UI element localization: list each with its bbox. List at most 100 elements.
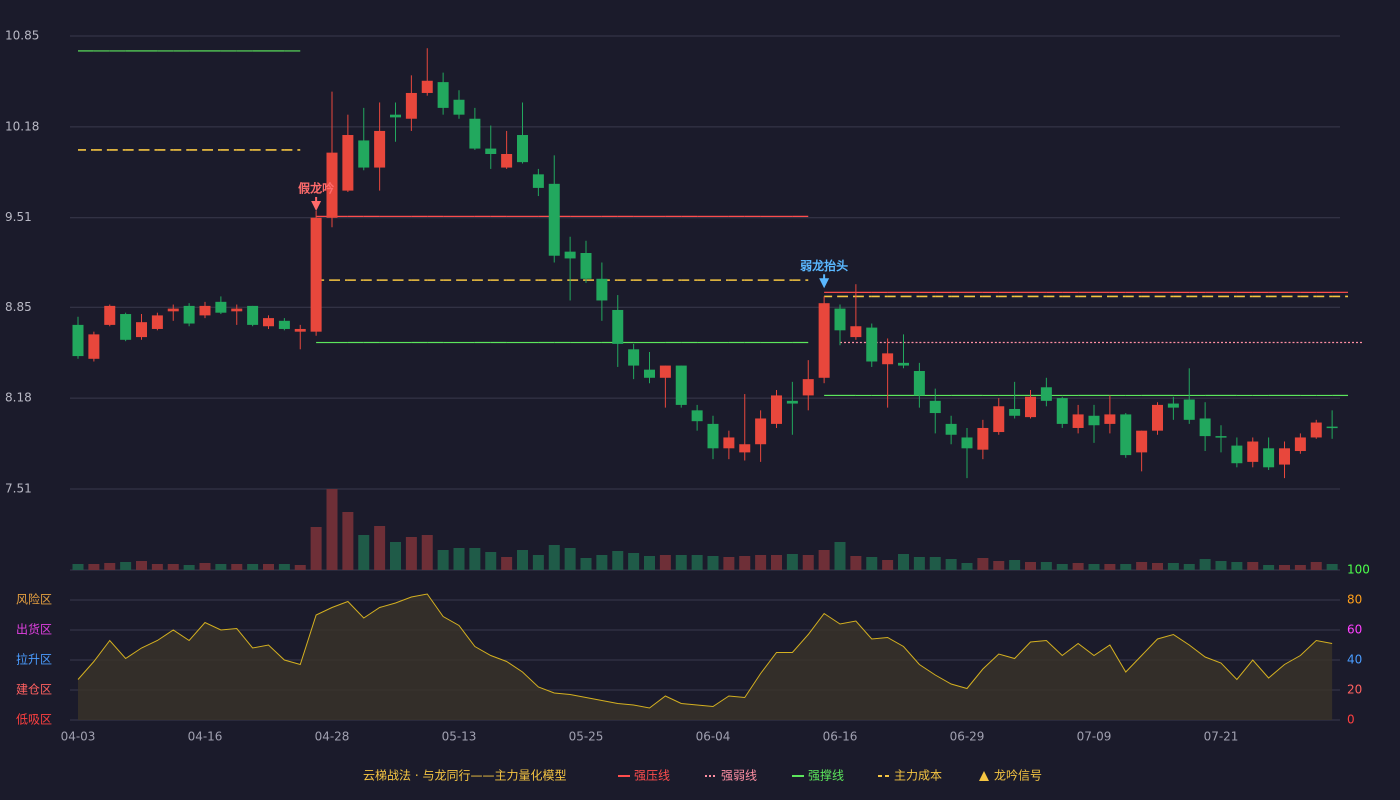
volume-bar <box>866 557 878 570</box>
candle-body <box>136 322 147 338</box>
candle-body <box>151 315 163 329</box>
candle-body <box>374 130 386 168</box>
candle-body <box>294 328 306 332</box>
osc-line <box>77 593 1333 709</box>
volume-bar <box>1088 564 1100 570</box>
candle-body <box>1025 396 1036 418</box>
volume-bar <box>1009 560 1021 570</box>
candle-body <box>342 135 354 191</box>
zone-label: 风险区 <box>16 592 52 607</box>
candle-body <box>1088 415 1100 426</box>
volume-bar <box>834 542 846 570</box>
candle-body <box>405 92 417 119</box>
candle-body <box>659 365 671 378</box>
volume-bar <box>675 555 687 570</box>
x-tick-label: 06-29 <box>950 730 985 744</box>
candle-body <box>882 353 894 365</box>
osc-tick-label: 40 <box>1347 653 1362 667</box>
volume-bar <box>1279 565 1290 570</box>
volume-bar <box>294 565 306 570</box>
volume-bar <box>104 563 116 570</box>
candle-body <box>278 320 290 329</box>
volume-bar <box>564 548 576 570</box>
osc-area <box>78 594 1333 720</box>
volume-bar <box>644 556 655 570</box>
osc-tick-label: 0 <box>1347 713 1355 727</box>
volume-bar <box>659 555 671 570</box>
volume-bar <box>231 564 243 570</box>
volume-bar <box>501 557 513 570</box>
volume-bar <box>739 556 751 570</box>
candle-body <box>215 301 227 313</box>
candle-body <box>977 427 989 450</box>
candle-body <box>120 314 132 340</box>
volume-bar <box>215 564 227 570</box>
volume-bar <box>374 526 386 570</box>
volume-bar <box>961 563 973 570</box>
volume-bar <box>993 561 1005 570</box>
volume-bar <box>1072 563 1084 570</box>
candle-body <box>548 183 560 256</box>
volume-bar <box>247 564 259 570</box>
volume-bar <box>882 560 894 570</box>
volume-bar <box>151 564 163 570</box>
volume-bar <box>199 563 211 570</box>
volume-bar <box>818 550 830 570</box>
candle-body <box>1247 441 1259 462</box>
candle-body <box>1152 404 1163 431</box>
volume-bar <box>532 555 544 570</box>
volume-bar <box>1326 564 1338 570</box>
candle-body <box>183 305 195 324</box>
y-tick-label: 10.18 <box>5 119 39 133</box>
volume-bar <box>1247 562 1259 570</box>
candle-body <box>818 303 830 378</box>
volume-bar <box>1120 564 1132 570</box>
osc-tick-label: 100 <box>1347 563 1370 577</box>
candle-body <box>850 326 862 338</box>
volume-bar <box>1040 562 1052 570</box>
x-tick-label: 05-13 <box>442 730 477 744</box>
legend-swatch <box>979 771 989 781</box>
volume-bar <box>580 558 592 570</box>
candle-body <box>1120 414 1132 456</box>
candle-body <box>1072 414 1084 428</box>
candle-body <box>167 308 179 312</box>
candle-body <box>755 418 767 445</box>
candle-body <box>199 305 211 316</box>
candle-body <box>469 118 481 149</box>
volume-bar <box>771 555 782 570</box>
candle-body <box>485 148 497 154</box>
candle-body <box>723 437 735 449</box>
volume-bar <box>707 556 719 570</box>
zone-label: 低吸区 <box>16 713 52 727</box>
volume-bar <box>612 551 624 570</box>
volume-bar <box>469 548 481 570</box>
volume-bar <box>390 542 401 570</box>
volume-bar <box>691 555 703 570</box>
volume-bar <box>977 558 989 570</box>
candle-body <box>834 308 846 331</box>
signal-label: 假龙吟 <box>298 180 334 195</box>
candle-body <box>691 410 703 422</box>
volume-bar <box>755 555 767 570</box>
candle-body <box>644 369 655 378</box>
candle-body <box>771 395 782 424</box>
candle-body <box>1183 399 1195 420</box>
volume-bar <box>1167 563 1179 570</box>
x-tick-label: 06-16 <box>823 730 858 744</box>
x-tick-label: 05-25 <box>569 730 604 744</box>
volume-bar <box>405 537 417 570</box>
signal-arrow <box>819 278 830 289</box>
x-tick-label: 07-09 <box>1077 730 1112 744</box>
volume-bar <box>945 559 957 570</box>
candle-body <box>390 114 401 118</box>
volume-bar <box>183 565 195 570</box>
volume-bar <box>136 561 147 570</box>
candle-body <box>1040 387 1052 401</box>
candle-body <box>1231 445 1243 464</box>
volume-bar <box>1215 561 1227 570</box>
candle-body <box>993 406 1005 433</box>
volume-bar <box>278 564 290 570</box>
candle-body <box>532 174 544 188</box>
candle-body <box>1199 418 1211 437</box>
